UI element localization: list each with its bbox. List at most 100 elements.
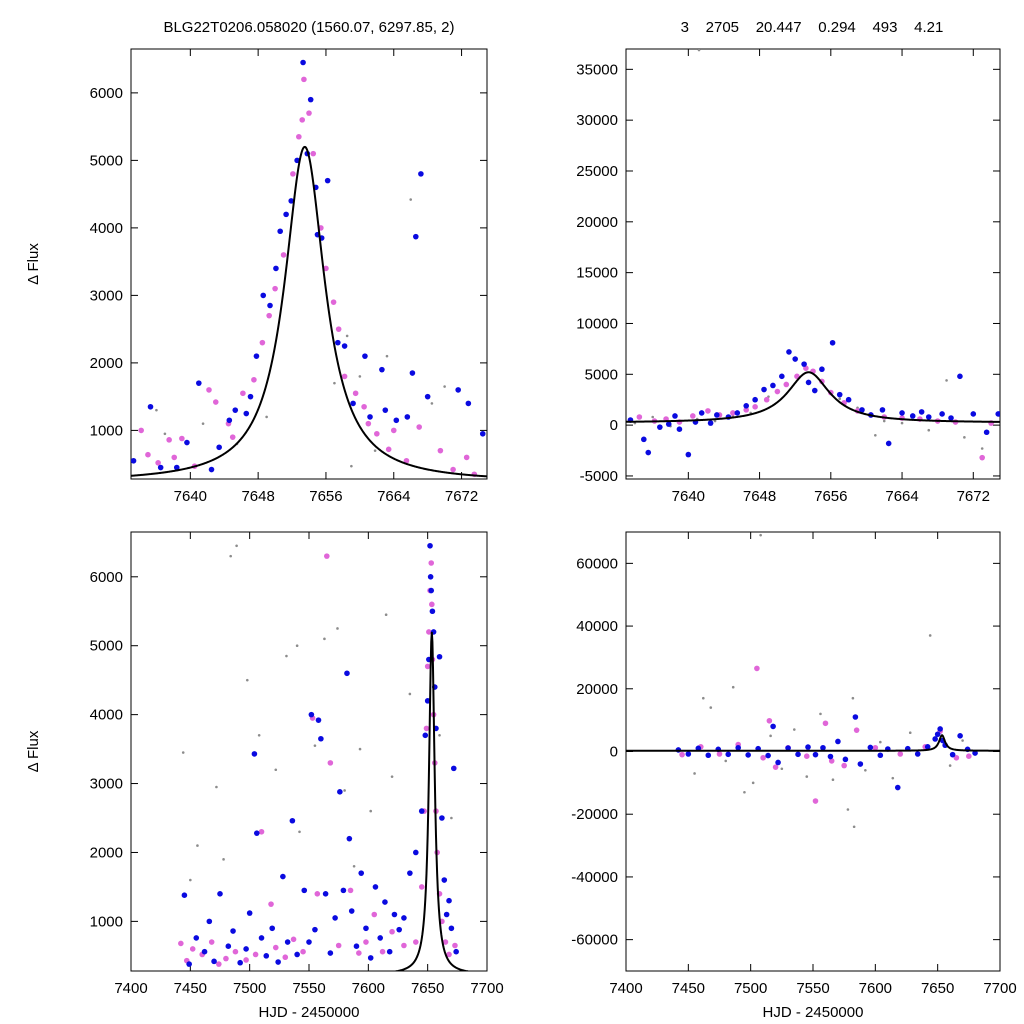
p2-data-points bbox=[178, 542, 459, 967]
panel-bottom-left: 7400 7450 7500 7550 7600 7650 7700 1000 2000 3000… bbox=[25, 531, 504, 1021]
p3-data-point bbox=[842, 756, 849, 763]
p1-data-point bbox=[770, 382, 776, 389]
p1-data-point bbox=[957, 373, 963, 380]
p2-data-point bbox=[282, 954, 289, 961]
p0-data-point bbox=[424, 393, 431, 400]
p1-data-points bbox=[627, 49, 1000, 461]
p2-data-point bbox=[442, 939, 449, 945]
p0-x-tick-label: 7640 bbox=[174, 488, 207, 505]
p3-data-point bbox=[793, 728, 796, 731]
p1-data-point bbox=[636, 414, 643, 420]
p2-data-point bbox=[367, 955, 374, 961]
p0-data-point bbox=[300, 59, 306, 66]
p0-data-point bbox=[437, 447, 444, 454]
p0-y-tick-label: 1000 bbox=[90, 422, 123, 439]
p0-y-tick-label: 3000 bbox=[90, 287, 123, 304]
p1-data-point bbox=[752, 404, 758, 410]
p0-data-point bbox=[184, 439, 190, 446]
p1-data-point bbox=[657, 424, 663, 430]
p0-data-point bbox=[229, 434, 236, 440]
p1-data-point bbox=[752, 396, 758, 403]
p3-x-tick-label: 7650 bbox=[921, 980, 954, 997]
p2-data-point bbox=[347, 887, 354, 894]
p2-data-point bbox=[344, 670, 350, 677]
p1-data-point bbox=[685, 451, 692, 458]
p3-data-point bbox=[775, 759, 781, 766]
right-header-title: 3 2705 20.447 0.294 493 4.21 bbox=[681, 19, 944, 36]
p2-data-point bbox=[229, 554, 232, 558]
p0-data-point bbox=[465, 400, 472, 407]
p0-data-point bbox=[393, 417, 400, 424]
p1-data-point bbox=[900, 421, 904, 425]
p1-data-point bbox=[836, 391, 843, 398]
p2-data-point bbox=[401, 915, 407, 921]
p2-data-point bbox=[343, 789, 346, 792]
p3-data-point bbox=[812, 751, 819, 758]
p2-data-point bbox=[189, 878, 192, 882]
p3-data-point bbox=[803, 753, 810, 759]
p0-data-point bbox=[272, 285, 278, 292]
p2-data-point bbox=[201, 948, 208, 955]
p2-data-point bbox=[314, 891, 321, 897]
p1-data-point bbox=[763, 396, 770, 403]
p2-data-point bbox=[348, 908, 355, 914]
p0-data-point bbox=[365, 420, 372, 427]
p0-data-point bbox=[350, 400, 356, 407]
p1-data-point bbox=[879, 407, 886, 413]
p1-data-point bbox=[774, 388, 781, 395]
p1-x-tick-label: 7656 bbox=[814, 488, 847, 505]
p0-data-point bbox=[131, 457, 137, 464]
p0-data-point bbox=[335, 326, 342, 332]
p2-data-point bbox=[439, 815, 445, 821]
p0-data-point bbox=[232, 407, 239, 413]
p2-data-point bbox=[193, 935, 200, 941]
p3-y-tick-label: 20000 bbox=[576, 681, 618, 698]
p2-data-point bbox=[275, 959, 281, 965]
p3-data-point bbox=[805, 744, 811, 750]
p3-data-point bbox=[795, 751, 801, 758]
p0-data-point bbox=[266, 312, 272, 319]
p2-y-tick-label: 3000 bbox=[90, 776, 123, 793]
p2-data-point bbox=[312, 926, 318, 933]
p1-data-point bbox=[927, 428, 931, 432]
p2-data-point bbox=[369, 809, 373, 813]
p2-data-point bbox=[335, 942, 342, 949]
p1-data-point bbox=[939, 411, 945, 417]
p0-data-point bbox=[206, 387, 212, 393]
p1-data-point bbox=[925, 414, 932, 420]
p1-data-point bbox=[885, 440, 892, 447]
p0-data-point bbox=[443, 385, 446, 388]
p1-data-point bbox=[801, 361, 807, 367]
p2-y-axis-label: Δ Flux bbox=[25, 730, 42, 772]
p3-model-curve bbox=[626, 733, 1000, 752]
p2-data-point bbox=[181, 751, 185, 754]
p2-data-point bbox=[426, 629, 432, 635]
p0-data-point bbox=[335, 339, 341, 346]
p1-y-tick-label: 0 bbox=[610, 417, 618, 434]
p3-data-point bbox=[857, 761, 864, 767]
p3-data-point bbox=[724, 759, 728, 763]
p1-data-point bbox=[859, 407, 865, 413]
p1-data-point bbox=[734, 410, 741, 416]
p0-data-point bbox=[455, 387, 461, 393]
p3-x-tick-label: 7700 bbox=[983, 980, 1016, 997]
p1-x-tick-label: 7664 bbox=[885, 488, 918, 505]
p2-data-point bbox=[269, 925, 276, 932]
p1-x-tick-label: 7640 bbox=[672, 488, 705, 505]
p3-data-point bbox=[953, 754, 960, 761]
p0-y-tick-label: 4000 bbox=[90, 220, 123, 237]
p3-data-point bbox=[914, 751, 921, 757]
p1-data-point bbox=[672, 413, 678, 419]
p2-data-point bbox=[340, 887, 347, 894]
p1-data-point bbox=[676, 426, 683, 432]
p3-data-point bbox=[785, 745, 791, 751]
p0-data-point bbox=[260, 292, 267, 299]
p0-plot-frame bbox=[130, 48, 488, 480]
p2-data-point bbox=[189, 946, 196, 952]
p0-data-point bbox=[430, 402, 434, 405]
p2-data-point bbox=[280, 873, 286, 880]
p2-data-point bbox=[396, 926, 402, 933]
p1-data-point bbox=[697, 49, 701, 52]
p0-data-point bbox=[283, 211, 289, 218]
p3-data-point bbox=[934, 731, 941, 738]
